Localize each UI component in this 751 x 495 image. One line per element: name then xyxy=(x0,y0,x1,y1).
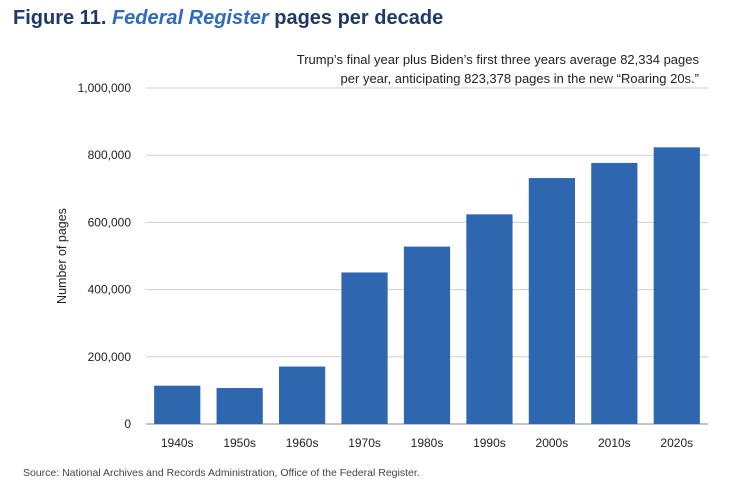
bar-2000s xyxy=(528,178,575,424)
bar-2010s xyxy=(591,162,638,425)
y-tick-label: 200,000 xyxy=(88,350,132,364)
x-axis-ticks: 1940s 1950s 1960s 1970s 1980s 1990s 2000s 2010s… xyxy=(161,436,693,450)
annotation-line-1: Trump’s final year plus Biden’s first th… xyxy=(296,52,699,67)
x-tick-label: 1970s xyxy=(348,436,381,450)
annotation-line-2: per year, anticipating 823,378 pages in … xyxy=(340,71,699,86)
bar-1940s xyxy=(154,385,201,424)
y-tick-label: 800,000 xyxy=(88,148,132,162)
y-tick-label: 600,000 xyxy=(88,215,132,229)
figure-title-italic: Federal Register xyxy=(111,7,269,29)
figure-title: Figure 11. Federal Register pages per de… xyxy=(13,7,443,30)
chart-annotation: Trump’s final year plus Biden’s first th… xyxy=(219,50,699,88)
y-tick-label: 400,000 xyxy=(88,283,132,297)
y-tick-label: 0 xyxy=(124,417,131,431)
source-note: Source: National Archives and Records Ad… xyxy=(23,467,420,479)
x-tick-label: 1960s xyxy=(286,436,319,450)
x-tick-label: 1940s xyxy=(161,436,194,450)
x-tick-label: 1990s xyxy=(473,436,506,450)
figure-title-rest: pages per decade xyxy=(274,7,444,29)
bar-1960s xyxy=(279,366,326,424)
bars xyxy=(154,147,700,425)
figure-label: Figure 11. xyxy=(13,7,107,29)
bar-1970s xyxy=(341,272,388,424)
x-tick-label: 2020s xyxy=(660,436,693,450)
bar-1990s xyxy=(466,214,513,424)
bar-1980s xyxy=(403,246,451,424)
x-tick-label: 2010s xyxy=(598,436,631,450)
y-tick-label: 1,000,000 xyxy=(78,81,132,95)
x-tick-label: 1950s xyxy=(223,436,256,450)
y-axis-label: Number of pages xyxy=(55,208,69,304)
bar-2020s xyxy=(653,147,700,425)
x-tick-label: 1980s xyxy=(411,436,444,450)
bar-1950s xyxy=(216,388,263,424)
x-tick-label: 2000s xyxy=(536,436,569,450)
y-axis-ticks: 0 200,000 400,000 600,000 800,000 1,000,000 xyxy=(78,81,132,431)
